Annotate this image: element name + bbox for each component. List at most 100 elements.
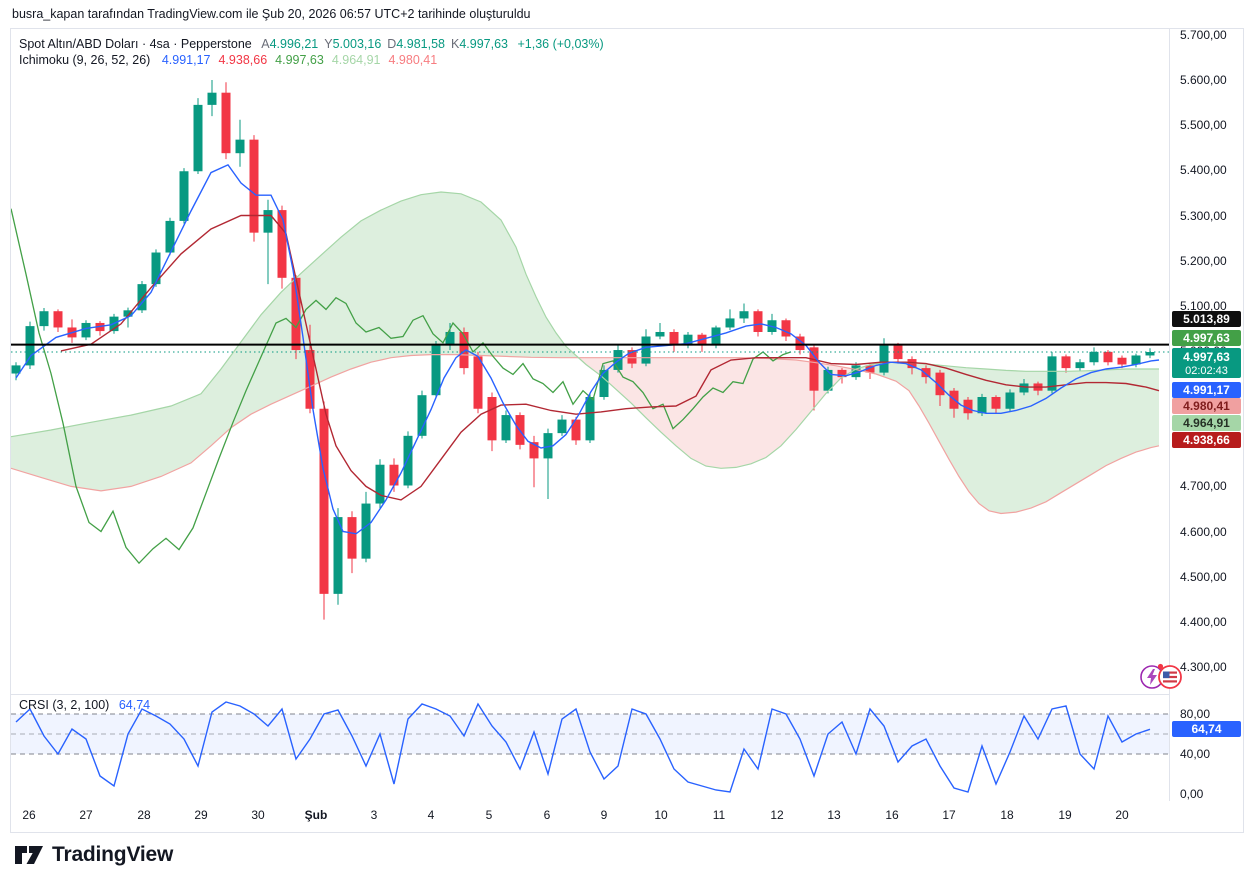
time-axis-label: 13 [827,808,841,822]
candle [53,309,63,332]
candle [1145,348,1155,359]
candle-body [151,252,161,285]
candle [1075,359,1085,371]
candle-body [487,397,497,441]
price-axis-label: 5.300,00 [1180,209,1227,223]
price-axis-label: 5.500,00 [1180,118,1227,132]
crsi-axis-label: 0,00 [1180,787,1204,801]
ohlc-value: 4.981,58 [396,37,445,51]
candle-body [263,210,273,233]
candle-body [291,277,301,351]
attribution-text: busra_kapan tarafından TradingView.com i… [12,7,531,21]
main-chart-pane[interactable] [11,29,1169,694]
time-axis-label: 29 [194,808,208,822]
symbol-legend[interactable]: Spot Altın/ABD Doları · 4sa · Pepperston… [19,36,604,53]
price-axis-label: 5.200,00 [1180,254,1227,268]
time-axis-label: 27 [79,808,93,822]
candle-body [809,347,819,391]
candle-body [249,139,259,233]
time-axis-label: 11 [712,808,726,822]
crsi-pane[interactable] [11,695,1169,801]
ichimoku-cloud [579,357,859,469]
candle [585,392,595,444]
candle-body [795,336,805,351]
candle-body [865,365,875,373]
price-axis[interactable]: 5.700,00 5.600,00 5.500,00 5.400,00 5.300,00… [1169,28,1243,801]
candle [193,98,203,174]
candle [487,392,497,452]
crsi-legend[interactable]: CRSI (3, 2, 100) 64,74 [19,698,150,712]
ichimoku-legend[interactable]: Ichimoku (9, 26, 52, 26) 4.991,17 4.938,6… [19,53,437,67]
pane-divider[interactable] [11,694,1243,695]
candle-body [739,311,749,319]
candle-body [53,311,63,328]
price-badge: 4.980,41 [1172,398,1241,414]
candle [767,313,777,335]
candle [599,365,609,400]
time-axis-label: 30 [251,808,265,822]
candle-body [1103,351,1113,363]
candle-body [417,395,427,436]
time-axis-label: 18 [1000,808,1014,822]
ichimoku-cloud [859,362,1159,514]
tradingview-brand-text[interactable]: TradingView [52,843,174,866]
candle [571,416,581,445]
candle-body [753,311,763,332]
candle [655,322,665,340]
us-flag-event-icon[interactable] [1158,665,1182,689]
ichimoku-base-line [60,214,1160,501]
lightning-bolt-icon [1147,669,1157,685]
price-badge: 4.938,66 [1172,432,1241,448]
candle [179,168,189,224]
candle-body [1047,356,1057,391]
candle-body [1089,351,1099,363]
candle-body [991,397,1001,409]
price-badge: 4.964,91 [1172,415,1241,431]
candle-body [445,331,455,346]
candle-body [1075,362,1085,369]
candle [669,329,679,352]
time-axis[interactable]: 26 27 28 29 30 Şub 3 4 5 6 9 10 11 12 13 16 17 18 19 20 [11,801,1243,832]
crsi-line [15,701,1151,793]
event-icons[interactable] [1127,662,1183,689]
price-axis-label: 5.400,00 [1180,163,1227,177]
candle-body [81,322,91,338]
candle-body [333,517,343,594]
ichimoku-span-a-line [11,191,1159,469]
candle-body [347,517,357,559]
price-axis-label: 4.600,00 [1180,525,1227,539]
time-axis-label: Şub [304,808,328,822]
candle-body [599,369,609,398]
candle-body [781,320,791,337]
time-axis-label: 20 [1115,808,1129,822]
time-axis-label: 12 [770,808,784,822]
time-axis-label: 6 [543,808,551,822]
candle [473,351,483,414]
ichimoku-value: 4.938,66 [218,53,268,67]
notification-dot [1157,663,1164,670]
candle [753,309,763,337]
tradingview-logo-icon[interactable] [14,843,44,867]
candle [137,280,147,314]
candle-body [459,331,469,369]
ohlc-key: Y [324,37,333,51]
ohlc-values: A4.996,21 Y5.003,16 D4.981,58 K4.997,63 [255,37,508,51]
candle-body [641,336,651,364]
change-value: +1,36 (+0,03%) [517,37,604,51]
time-axis-label: 3 [370,808,378,822]
price-axis-label: 4.300,00 [1180,660,1227,674]
ichimoku-value: 4.964,91 [331,53,381,67]
crsi-value-badge: 64,74 [1172,721,1241,737]
candle [557,415,567,436]
candle-body [697,334,707,346]
candle [781,318,791,342]
ichimoku-span-b-line [11,354,1160,515]
price-axis-label: 5.100,00 [1180,299,1227,313]
candle-body [361,503,371,559]
candle-body [319,408,329,594]
ohlc-key: K [450,37,460,51]
candle-body [1005,392,1015,409]
candle-body [823,369,833,391]
time-axis-label: 17 [942,808,956,822]
